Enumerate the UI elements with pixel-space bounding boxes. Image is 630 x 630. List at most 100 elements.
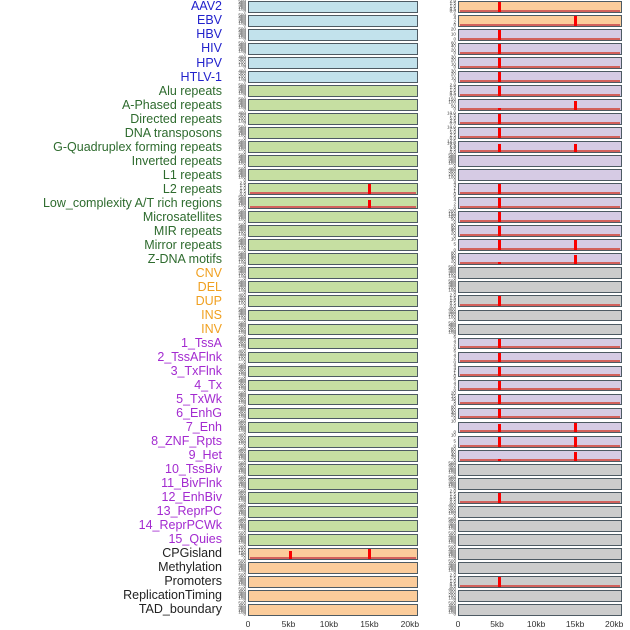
track[interactable]: [248, 1, 418, 13]
track[interactable]: [458, 1, 622, 13]
track[interactable]: [458, 295, 622, 308]
track[interactable]: [458, 281, 622, 294]
track[interactable]: [248, 15, 418, 27]
track-background: [248, 421, 418, 434]
track[interactable]: [248, 71, 418, 83]
track[interactable]: [248, 561, 418, 574]
track[interactable]: [458, 57, 622, 69]
track[interactable]: [458, 561, 622, 574]
track[interactable]: [248, 337, 418, 350]
y-tick-label: 300: [448, 521, 456, 527]
track[interactable]: [458, 421, 622, 434]
track[interactable]: [458, 351, 622, 364]
track[interactable]: [248, 379, 418, 392]
track[interactable]: [248, 29, 418, 41]
track[interactable]: [458, 407, 622, 420]
track[interactable]: [458, 141, 622, 154]
track[interactable]: [248, 421, 418, 434]
track[interactable]: [248, 435, 418, 448]
track[interactable]: [248, 211, 418, 224]
track[interactable]: [248, 85, 418, 97]
track[interactable]: [458, 477, 622, 490]
track[interactable]: [248, 477, 418, 490]
track[interactable]: [458, 309, 622, 322]
track[interactable]: [248, 141, 418, 154]
track[interactable]: [248, 295, 418, 308]
track[interactable]: [458, 505, 622, 518]
track[interactable]: [248, 183, 418, 196]
track[interactable]: [248, 113, 418, 125]
track[interactable]: [458, 99, 622, 111]
y-axis-ticks: 0 100 200 300 400 500: [438, 559, 457, 574]
track[interactable]: [248, 463, 418, 476]
y-tick-label: 0: [243, 163, 246, 169]
track[interactable]: [458, 169, 622, 182]
track[interactable]: [458, 519, 622, 532]
track[interactable]: [458, 393, 622, 406]
track[interactable]: [248, 505, 418, 518]
track[interactable]: [248, 197, 418, 210]
track[interactable]: [458, 379, 622, 392]
y-tick-label: 5: [453, 398, 456, 404]
track[interactable]: [458, 43, 622, 55]
track[interactable]: [458, 435, 622, 448]
track[interactable]: [458, 71, 622, 83]
track[interactable]: [458, 449, 622, 462]
track[interactable]: [458, 603, 622, 616]
track[interactable]: [248, 127, 418, 140]
track[interactable]: [458, 463, 622, 476]
track[interactable]: [248, 449, 418, 462]
track[interactable]: [458, 225, 622, 238]
track[interactable]: [458, 267, 622, 280]
track-background: [458, 57, 622, 69]
track[interactable]: [248, 57, 418, 69]
track[interactable]: [458, 15, 622, 27]
track[interactable]: [248, 253, 418, 266]
track[interactable]: [248, 267, 418, 280]
track[interactable]: [248, 547, 418, 560]
track[interactable]: [248, 225, 418, 238]
track[interactable]: [248, 407, 418, 420]
track[interactable]: [248, 603, 418, 616]
track[interactable]: [248, 575, 418, 588]
track-background: [248, 393, 418, 406]
track[interactable]: [248, 533, 418, 546]
track[interactable]: [458, 155, 622, 168]
track[interactable]: [458, 113, 622, 125]
track[interactable]: [458, 211, 622, 224]
track[interactable]: [458, 183, 622, 196]
track[interactable]: [248, 351, 418, 364]
track[interactable]: [458, 197, 622, 210]
track[interactable]: [248, 309, 418, 322]
track-background: [248, 533, 418, 546]
track[interactable]: [458, 337, 622, 350]
track[interactable]: [248, 169, 418, 182]
track[interactable]: [248, 365, 418, 378]
track[interactable]: [458, 323, 622, 336]
panel-right[interactable]: 0 5kb 10kb 15kb 20kb 0.0 0.5 1.0 1.5 2.0 0 2 4 6 0 10 2…: [438, 0, 626, 629]
track[interactable]: [458, 547, 622, 560]
track[interactable]: [248, 323, 418, 336]
track[interactable]: [248, 43, 418, 55]
track[interactable]: [458, 491, 622, 504]
track[interactable]: [458, 253, 622, 266]
track[interactable]: [248, 393, 418, 406]
panel-left[interactable]: 0 5kb 10kb 15kb 20kb 0 100 200 300 400 500 0 100 200…: [228, 0, 420, 629]
track[interactable]: [458, 589, 622, 602]
track[interactable]: [248, 99, 418, 111]
track[interactable]: [248, 491, 418, 504]
y-tick-label: 300: [448, 465, 456, 471]
track-background: [458, 505, 622, 518]
track[interactable]: [458, 239, 622, 252]
track[interactable]: [248, 155, 418, 168]
track[interactable]: [248, 589, 418, 602]
track[interactable]: [458, 85, 622, 97]
track[interactable]: [248, 281, 418, 294]
track[interactable]: [458, 533, 622, 546]
track[interactable]: [458, 365, 622, 378]
track[interactable]: [458, 127, 622, 140]
track[interactable]: [248, 239, 418, 252]
track[interactable]: [248, 519, 418, 532]
track[interactable]: [458, 29, 622, 41]
track[interactable]: [458, 575, 622, 588]
